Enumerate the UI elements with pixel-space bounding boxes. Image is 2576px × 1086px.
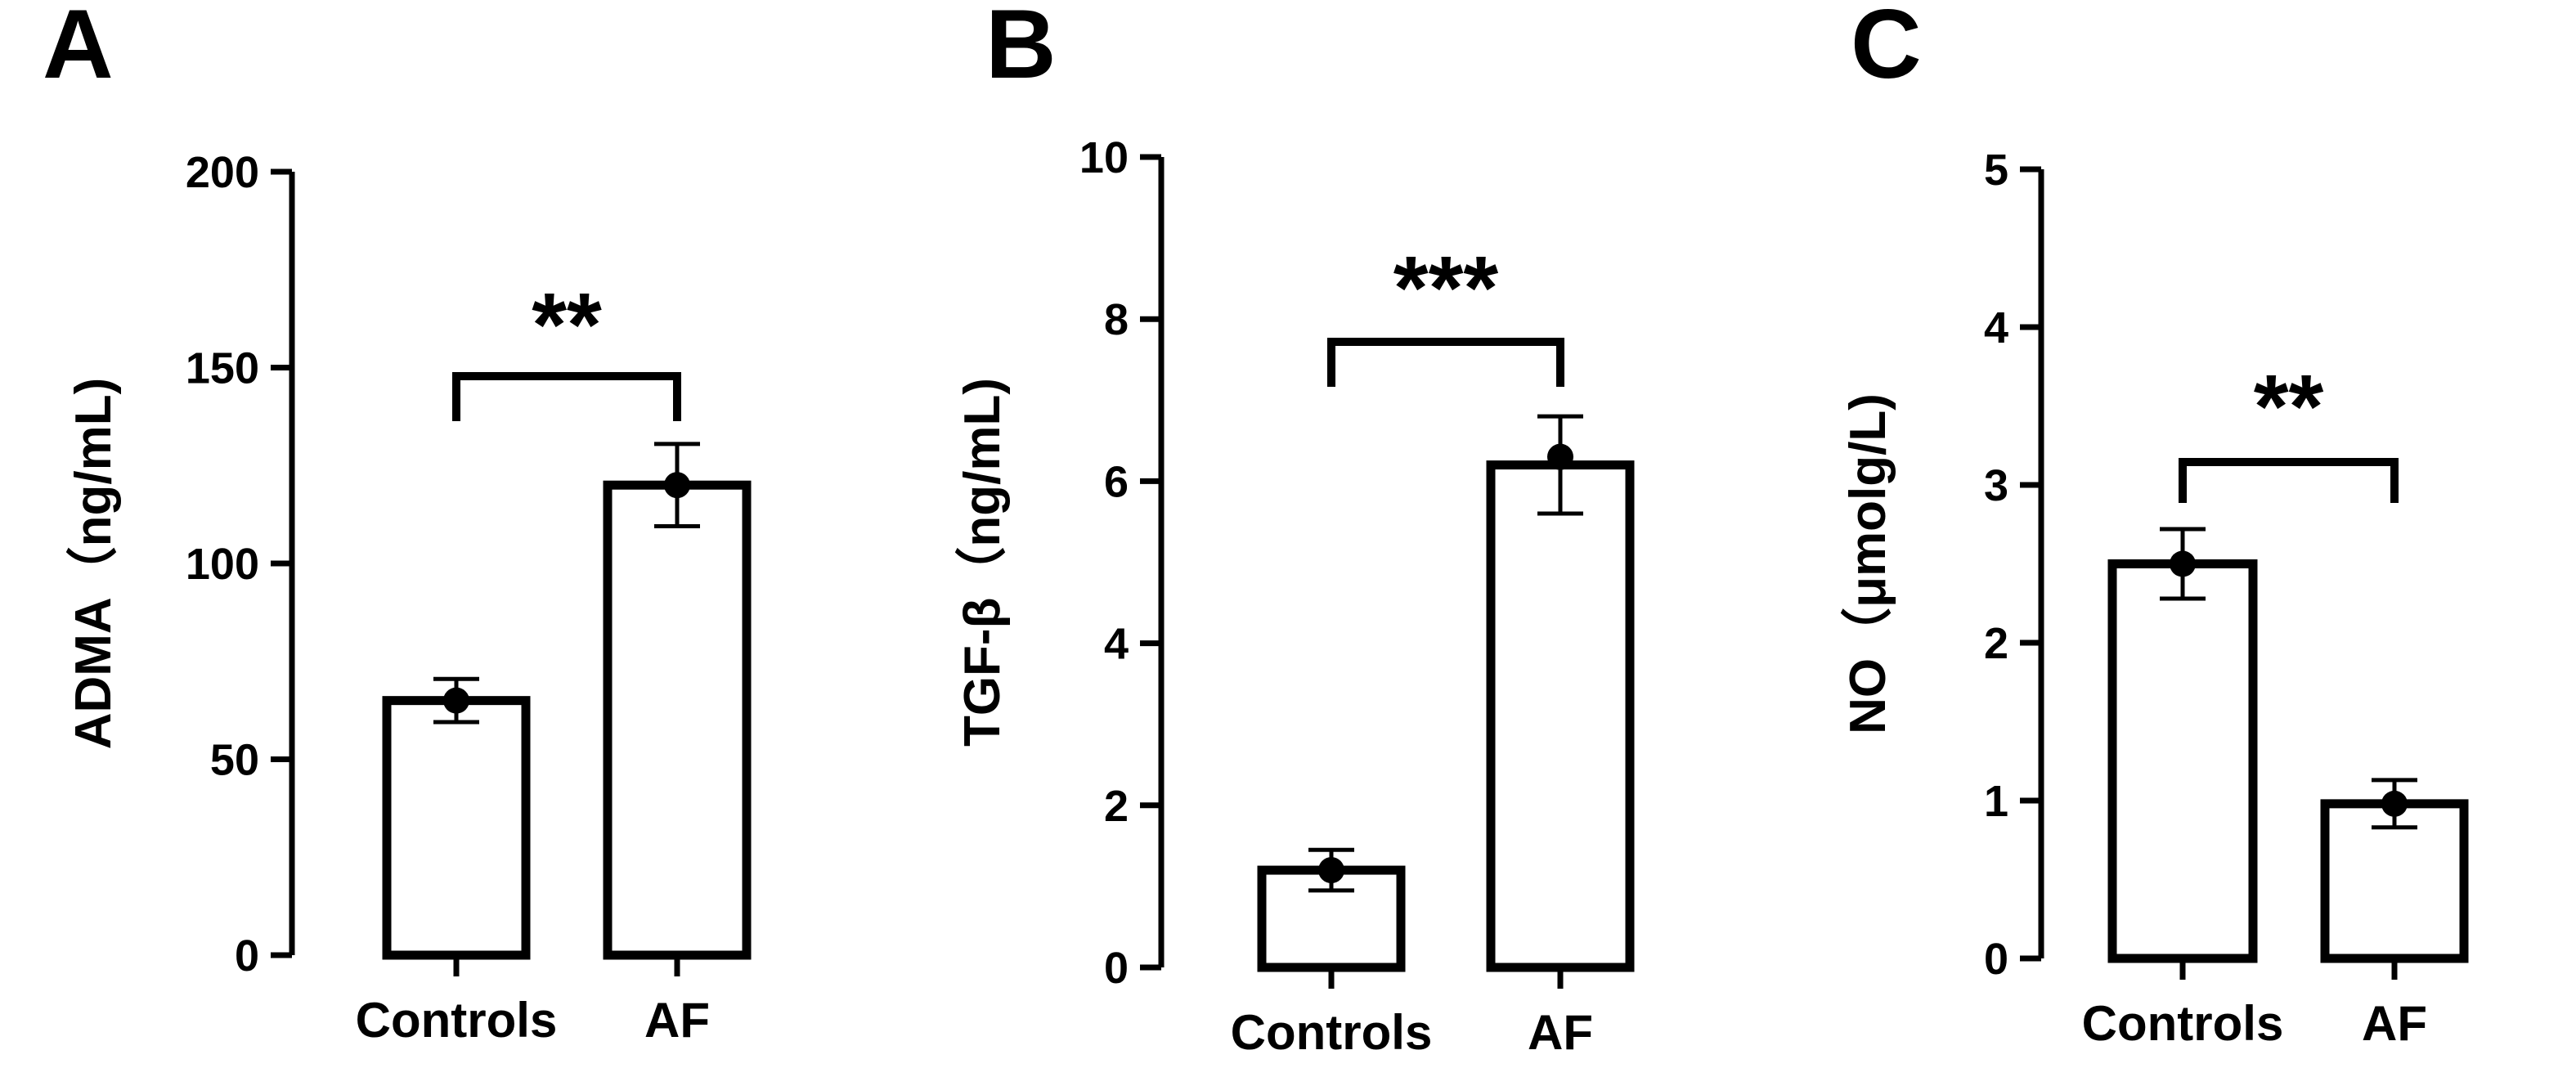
- y-tick-label: 2: [1104, 782, 1129, 831]
- data-point: [664, 472, 690, 499]
- y-tick-label: 1: [1984, 777, 2008, 826]
- significance-label: ***: [1393, 238, 1499, 339]
- data-point: [2381, 790, 2408, 817]
- y-tick-label: 100: [186, 540, 259, 589]
- panel-b: B 0 2 4 6 8 10 TGF-β（ng/mL) Controls AF ***: [954, 0, 1635, 1060]
- bar-af: [1486, 460, 1635, 972]
- x-tick-label: Controls: [2082, 996, 2284, 1051]
- x-tick-label: Controls: [1231, 1005, 1433, 1060]
- y-tick-label: 50: [210, 736, 259, 785]
- x-tick-label: Controls: [356, 993, 558, 1048]
- significance-bracket: [452, 372, 681, 421]
- y-tick-label: 150: [186, 344, 259, 393]
- y-tick-label: 10: [1079, 133, 1129, 182]
- bar-af: [603, 480, 752, 960]
- significance-label: **: [532, 275, 602, 375]
- bar-controls: [2107, 559, 2258, 963]
- bar-af: [2320, 799, 2469, 963]
- x-tick-label: AF: [1528, 1005, 1593, 1060]
- panel-letter: C: [1851, 0, 1922, 99]
- y-tick-label: 2: [1984, 619, 2008, 668]
- data-point: [1547, 443, 1573, 470]
- panel-letter: A: [43, 0, 114, 99]
- y-tick-label: 5: [1984, 146, 2008, 195]
- significance-bracket: [1327, 338, 1564, 387]
- y-tick-label: 4: [1104, 620, 1129, 669]
- y-axis-title: TGF-β（ng/mL): [954, 378, 1011, 747]
- bar-controls: [382, 696, 531, 960]
- panel-letter: B: [985, 0, 1057, 99]
- y-tick-label: 6: [1104, 457, 1129, 506]
- x-tick-label: AF: [644, 993, 710, 1048]
- significance-bracket: [2179, 458, 2399, 503]
- significance-label: **: [2254, 357, 2324, 457]
- y-axis-title: NO（μmolg/L): [1839, 393, 1896, 734]
- x-tick-label: AF: [2362, 996, 2427, 1051]
- data-point: [2170, 550, 2196, 577]
- panel-a: A 0 50 100 150 200 ADMA（ng/mL) Controls AF **: [43, 0, 752, 1048]
- y-tick-label: 200: [186, 148, 259, 197]
- y-tick-label: 3: [1984, 461, 2008, 510]
- y-tick-label: 0: [1984, 935, 2008, 984]
- y-tick-label: 0: [235, 931, 259, 981]
- data-point: [1318, 857, 1344, 884]
- y-tick-label: 8: [1104, 295, 1129, 344]
- y-tick-label: 0: [1104, 944, 1129, 993]
- y-axis-title: ADMA（ng/mL): [65, 378, 122, 750]
- y-tick-label: 4: [1984, 303, 2008, 352]
- data-point: [443, 687, 469, 714]
- panel-c: C 0 1 2 3 4 5 NO（μmolg/L) Controls AF **: [1839, 0, 2469, 1051]
